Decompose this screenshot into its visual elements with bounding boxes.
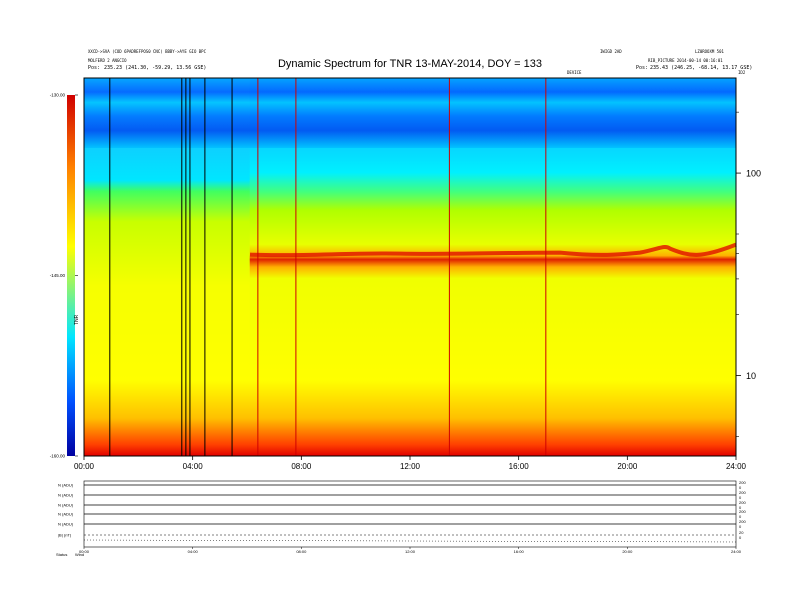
colorbar-tick-label: -160.00 <box>50 454 66 459</box>
y-axis-ticks: 10 100 <box>736 111 761 437</box>
bottom-row-right-tick: 200 <box>739 500 746 505</box>
x-axis-ticks: 00:00 04:00 08:00 12:00 16:00 20:00 24:00 <box>74 456 747 471</box>
bottom-row-label: N (ADU) <box>58 522 74 527</box>
x-tick-label: 12:00 <box>400 462 421 471</box>
x-tick-label: 04:00 <box>183 462 204 471</box>
header-right-pos-prefix: Pos: <box>636 65 649 71</box>
chart-title: Dynamic Spectrum for TNR 13-MAY-2014, DO… <box>277 58 542 70</box>
bottom-row-label: |B| (nT) <box>58 533 72 538</box>
header-tag-id: ID2 <box>738 70 746 75</box>
y-tick-label: 100 <box>746 169 761 179</box>
y-tick-label: 10 <box>746 371 756 381</box>
bottom-row-right-tick: 0 <box>739 524 742 529</box>
bottom-row-label: N (ADU) <box>58 512 74 517</box>
emission-band-line <box>249 242 737 258</box>
bottom-row-right-tick: 20 <box>739 530 744 535</box>
header-left-line2: MOLFERD 2 ANGCIO <box>88 58 127 63</box>
bottom-x-tick-label: 12:00 <box>405 549 416 554</box>
colorbar-tick-label: -145.00 <box>50 273 66 278</box>
bottom-x-tick-label: 08:00 <box>296 549 307 554</box>
bottom-row-right-tick: 0 <box>739 485 742 490</box>
bottom-row-right-tick: 200 <box>739 519 746 524</box>
x-tick-label: 16:00 <box>509 462 530 471</box>
bottom-row-right-tick: 0 <box>739 505 742 510</box>
colorbar-label: TNR <box>74 314 80 325</box>
bottom-row-right-tick: 200 <box>739 490 746 495</box>
x-tick-label: 24:00 <box>726 462 747 471</box>
colorbar-tick-label: -130.00 <box>50 93 66 98</box>
header-left-position: 235.23 (241.30, -59.29, 13.56 GSE) <box>104 65 207 71</box>
bottom-x-tick-label: 00:00 <box>79 549 90 554</box>
bottom-row-right-tick: 200 <box>739 509 746 514</box>
bottom-row-label: N (ADU) <box>58 483 74 488</box>
footer-label: Status <box>56 552 68 557</box>
bottom-row-right-tick: 0 <box>739 514 742 519</box>
bottom-row-label: N (ADU) <box>58 493 74 498</box>
x-tick-label: 20:00 <box>617 462 638 471</box>
header-left-line1: XXCD->SVA (COD 6PADREFPOS0 CNC) BBBY->AY… <box>88 49 207 54</box>
bottom-row-right-tick: 0 <box>739 535 742 540</box>
footer-value: Wind <box>75 552 85 557</box>
x-tick-label: 00:00 <box>74 462 95 471</box>
bottom-x-tick-label: 24:00 <box>731 549 742 554</box>
event-lines <box>109 78 547 456</box>
header-right-position: 235.43 (246.25, -68.14, 13.17 GSE) <box>650 65 753 71</box>
colorbar-ticks: -130.00 -145.00 -160.00 <box>50 93 78 459</box>
bottom-row-right-tick: 0 <box>739 495 742 500</box>
spectrogram <box>84 78 737 456</box>
spectrogram-top-band <box>84 78 736 148</box>
bottom-x-tick-label: 04:00 <box>188 549 199 554</box>
x-tick-label: 08:00 <box>291 462 312 471</box>
header-right-line2: RIB_PICTURE 2014-00-14 00:16:01 <box>648 58 723 63</box>
bottom-b-field-trace <box>83 539 737 543</box>
header-left-pos-prefix: Pos: <box>88 65 101 71</box>
header-right-line1a: IWIGD 2AD <box>600 49 622 54</box>
bottom-row-label: N (ADU) <box>58 503 74 508</box>
header-right-line1b: LZ0ROOXM 501 <box>695 49 724 54</box>
bottom-panel-x-ticks: 00:00 04:00 08:00 12:00 16:00 20:00 24:00 <box>79 547 742 554</box>
bottom-x-tick-label: 20:00 <box>622 549 633 554</box>
bottom-x-tick-label: 16:00 <box>514 549 525 554</box>
colorbar <box>67 95 75 456</box>
header-tag-device: DEVICE <box>567 70 582 75</box>
bottom-row-right-tick: 200 <box>739 480 746 485</box>
